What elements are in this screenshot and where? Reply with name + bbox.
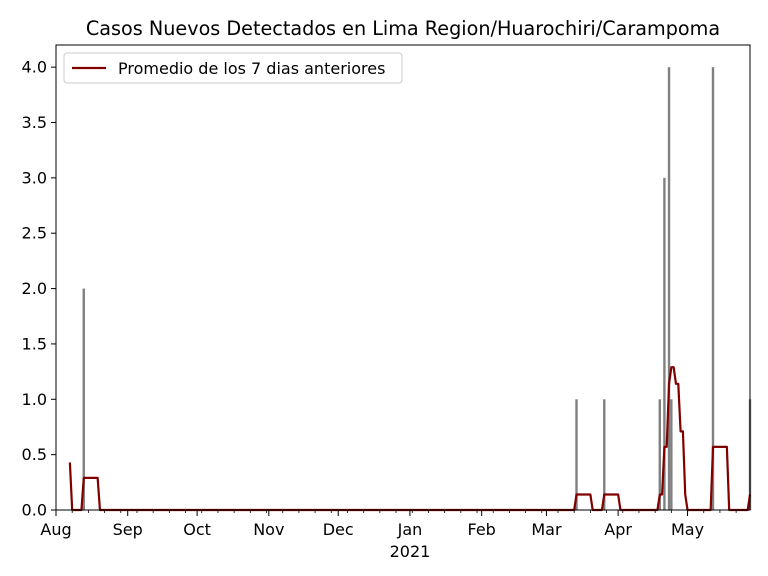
bar-2021-03-14: [575, 399, 578, 510]
y-tick-label: 3.0: [22, 168, 47, 187]
x-tick-label: Jan: [397, 520, 423, 539]
legend: Promedio de los 7 dias anteriores: [63, 52, 403, 84]
y-axis: 0.0 0.5 1.0 1.5 2.0 2.5 3.0 3.5 4.0: [22, 58, 56, 520]
bar-2021-04-21: [663, 177, 666, 510]
x-tick-label: Dec: [323, 520, 354, 539]
x-year-label: 2021: [390, 542, 431, 561]
legend-label-promedio: Promedio de los 7 dias anteriores: [118, 59, 385, 78]
x-tick-label: Apr: [604, 520, 632, 539]
bar-2021-04-23: [667, 67, 671, 511]
x-tick-label: Feb: [467, 520, 495, 539]
y-tick-label: 1.0: [22, 390, 47, 409]
x-tick-label: May: [671, 520, 704, 539]
x-tick-label: Sep: [113, 520, 143, 539]
x-tick-label: Aug: [40, 520, 71, 539]
y-tick-label: 0.0: [22, 501, 47, 520]
y-tick-label: 2.5: [22, 224, 47, 243]
x-tick-label: Nov: [253, 520, 284, 539]
y-tick-label: 3.5: [22, 113, 47, 132]
x-axis: Aug Sep Oct Nov Dec Jan Feb Mar Apr May 2021: [40, 510, 737, 561]
y-tick-label: 1.5: [22, 334, 47, 353]
y-tick-label: 4.0: [22, 58, 47, 77]
x-tick-label: Oct: [183, 520, 211, 539]
bar-2021-03-26: [603, 399, 606, 510]
bar-2021-05-12: [711, 67, 715, 511]
bar-2021-04-19: [658, 399, 661, 510]
bar-2020-08-13: [82, 288, 85, 510]
plot-frame: [55, 44, 751, 511]
y-tick-label: 2.0: [22, 279, 47, 298]
chart-title: Casos Nuevos Detectados en Lima Region/H…: [86, 17, 720, 40]
x-tick-label: Mar: [531, 520, 562, 539]
bar-2021-04-24: [670, 399, 673, 510]
legend-box: [63, 52, 403, 84]
y-tick-label: 0.5: [22, 445, 47, 464]
